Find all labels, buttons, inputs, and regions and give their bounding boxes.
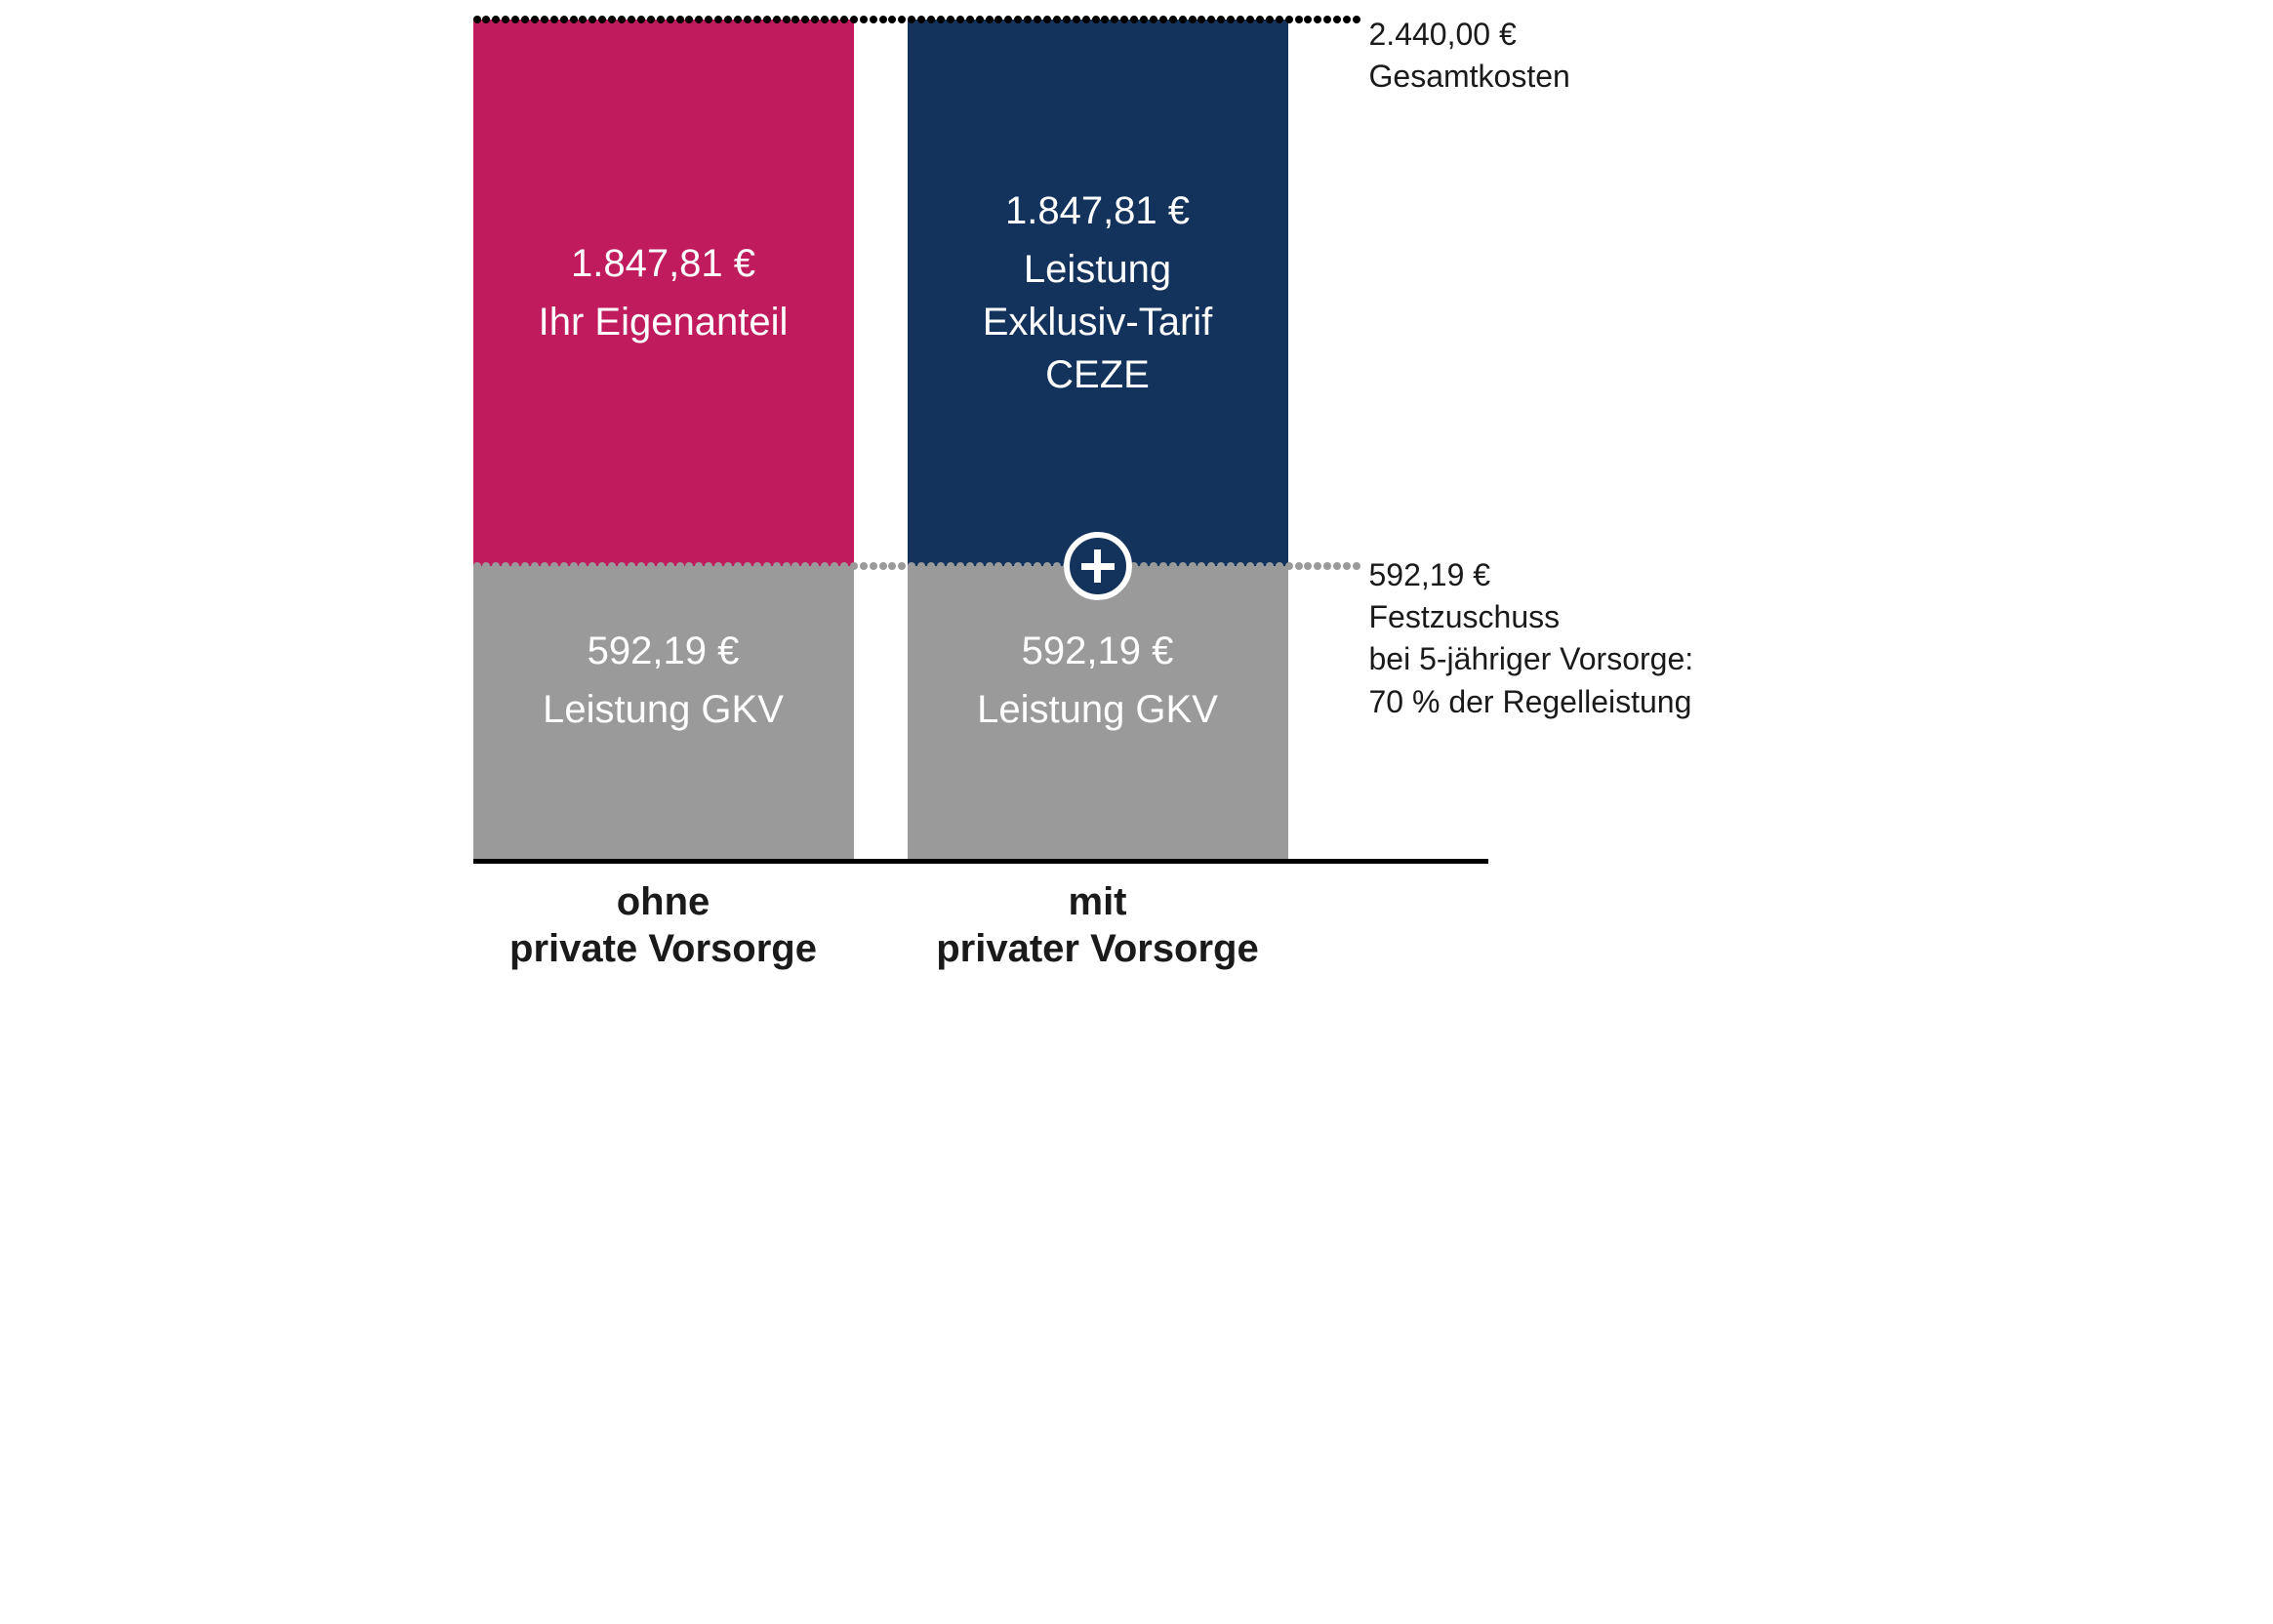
segment-eigenanteil: 1.847,81 € Ihr Eigenanteil bbox=[473, 20, 854, 566]
total-caption: Gesamtkosten bbox=[1369, 56, 1570, 98]
subsidy-line4: 70 % der Regelleistung bbox=[1369, 681, 1694, 723]
dotted-line-subsidy bbox=[473, 562, 1361, 570]
total-amount: 2.440,00 € bbox=[1369, 14, 1570, 56]
segment-amount: 1.847,81 € bbox=[1005, 184, 1190, 237]
segment-label-line3: CEZE bbox=[1045, 348, 1150, 401]
segment-ceze: 1.847,81 € Leistung Exklusiv-Tarif CEZE bbox=[908, 20, 1288, 566]
side-label-total: 2.440,00 € Gesamtkosten bbox=[1369, 14, 1570, 98]
axis-label-without: ohne private Vorsorge bbox=[473, 878, 854, 972]
segment-label-line2: Exklusiv-Tarif bbox=[983, 296, 1213, 348]
side-label-subsidy: 592,19 € Festzuschuss bei 5-jähriger Vor… bbox=[1369, 554, 1694, 723]
plus-icon bbox=[1064, 532, 1132, 600]
segment-gkv: 592,19 € Leistung GKV bbox=[473, 566, 854, 859]
segment-label: Leistung GKV bbox=[543, 683, 784, 736]
segment-amount: 592,19 € bbox=[588, 625, 740, 677]
segment-amount: 592,19 € bbox=[1022, 625, 1174, 677]
dotted-line-total bbox=[473, 16, 1361, 23]
bar-columns: 1.847,81 € Ihr Eigenanteil 592,19 € Leis… bbox=[473, 20, 1288, 859]
bar-with-private: 1.847,81 € Leistung Exklusiv-Tarif CEZE … bbox=[908, 20, 1288, 859]
subsidy-line3: bei 5-jähriger Vorsorge: bbox=[1369, 638, 1694, 680]
segment-amount: 1.847,81 € bbox=[571, 237, 755, 290]
segment-label: Leistung GKV bbox=[977, 683, 1218, 736]
subsidy-line2: Festzuschuss bbox=[1369, 596, 1694, 638]
segment-label-line1: Leistung bbox=[1024, 243, 1171, 296]
segment-gkv: 592,19 € Leistung GKV bbox=[908, 566, 1288, 859]
axis-labels: ohne private Vorsorge mit privater Vorso… bbox=[473, 878, 1288, 972]
axis-label-with: mit privater Vorsorge bbox=[908, 878, 1288, 972]
segment-label: Ihr Eigenanteil bbox=[539, 296, 789, 348]
baseline-axis bbox=[473, 859, 1488, 864]
cost-comparison-chart: 2.440,00 € Gesamtkosten 592,19 € Festzus… bbox=[473, 20, 1801, 972]
bar-without-private: 1.847,81 € Ihr Eigenanteil 592,19 € Leis… bbox=[473, 20, 854, 859]
subsidy-amount: 592,19 € bbox=[1369, 554, 1694, 596]
